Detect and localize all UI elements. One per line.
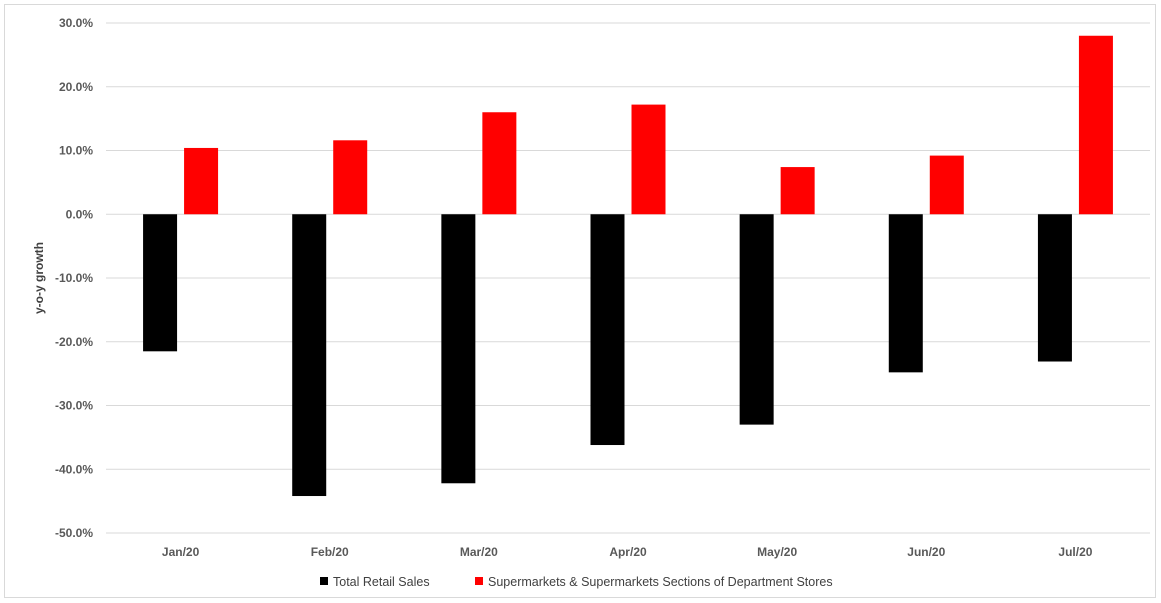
legend-label: Supermarkets & Supermarkets Sections of … <box>488 575 833 589</box>
y-tick-label: -30.0% <box>55 399 93 413</box>
grid-layer <box>106 22 1150 534</box>
y-tick-label: 10.0% <box>59 144 93 158</box>
bar-layer <box>143 35 1113 497</box>
axis-layer: 30.0% 20.0% 10.0% 0.0% -10.0% -20.0% -30.0% -40… <box>55 16 1093 559</box>
x-tick-label: Jul/20 <box>1058 545 1092 559</box>
legend-label: Total Retail Sales <box>333 575 430 589</box>
x-tick-label: Jan/20 <box>162 545 200 559</box>
x-tick-label: Mar/20 <box>460 545 498 559</box>
y-tick-label: 20.0% <box>59 80 93 94</box>
y-tick-label: -40.0% <box>55 462 93 476</box>
bar-supermarkets <box>184 147 219 215</box>
bar-supermarkets <box>482 112 517 215</box>
y-tick-label: -20.0% <box>55 335 93 349</box>
y-tick-label: -10.0% <box>55 271 93 285</box>
bar-supermarkets <box>631 104 666 215</box>
bar-total-retail-sales <box>441 214 476 484</box>
bar-total-retail-sales <box>292 214 327 497</box>
y-tick-label: 30.0% <box>59 16 93 30</box>
x-tick-label: Feb/20 <box>311 545 349 559</box>
legend-swatch <box>475 577 483 585</box>
chart-frame <box>4 4 1156 598</box>
bar-supermarkets <box>780 167 815 215</box>
x-tick-label: Jun/20 <box>907 545 945 559</box>
legend: Total Retail Sales Supermarkets & Superma… <box>320 575 833 589</box>
legend-swatch <box>320 577 328 585</box>
y-tick-label: -50.0% <box>55 526 93 540</box>
x-tick-label: Apr/20 <box>609 545 647 559</box>
bar-total-retail-sales <box>590 214 625 446</box>
bar-total-retail-sales <box>143 214 178 352</box>
bar-supermarkets <box>929 155 964 215</box>
bar-supermarkets <box>333 140 368 215</box>
y-axis-title: y-o-y growth <box>32 242 46 314</box>
x-tick-label: May/20 <box>757 545 797 559</box>
bar-supermarkets <box>1078 35 1113 215</box>
bar-total-retail-sales <box>739 214 774 425</box>
bar-total-retail-sales <box>1037 214 1072 362</box>
bar-total-retail-sales <box>888 214 923 373</box>
y-tick-label: 0.0% <box>66 207 94 221</box>
